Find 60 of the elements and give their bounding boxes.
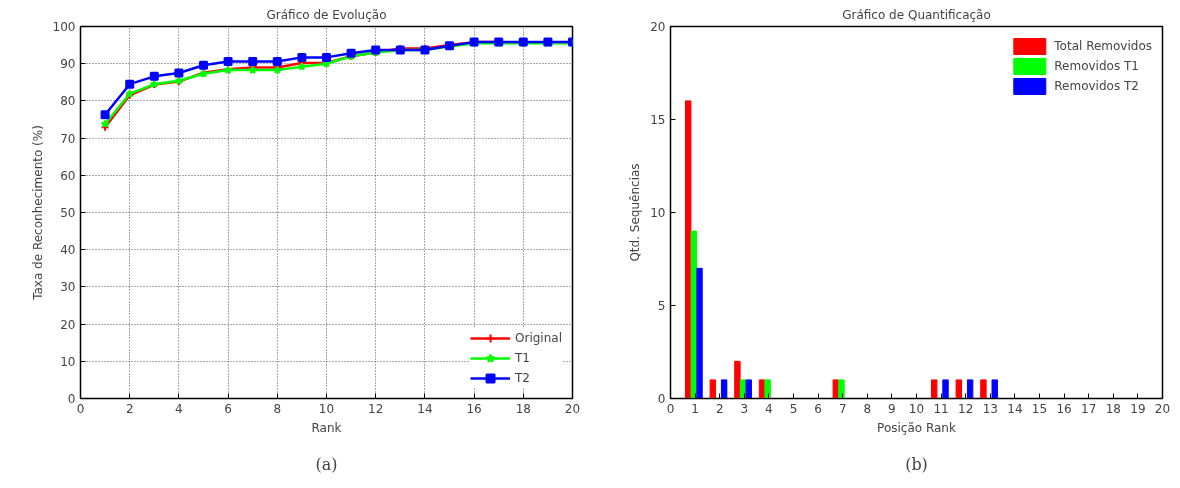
x-tick-label: 4 — [765, 401, 773, 416]
x-tick-label: 10 — [318, 401, 335, 416]
y-tick-label: 40 — [60, 243, 76, 258]
x-tick-label: 18 — [1105, 401, 1121, 416]
y-tick-label: 60 — [60, 168, 76, 183]
y-tick-label: 20 — [650, 20, 666, 34]
x-tick-label: 16 — [1056, 401, 1072, 416]
x-tick-label: 10 — [908, 401, 925, 416]
y-tick-label: 80 — [60, 94, 76, 109]
x-tick-label: 2 — [715, 401, 724, 416]
x-tick-label: 3 — [740, 401, 749, 416]
x-tick-label: 20 — [564, 401, 581, 416]
x-tick-label: 14 — [1007, 401, 1023, 416]
x-axis-title: Posição Rank — [877, 420, 956, 435]
legend-label: Removidos T2 — [1054, 79, 1139, 93]
x-tick-label: 14 — [417, 401, 433, 416]
x-axis-title: Rank — [311, 420, 342, 435]
x-tick-label: 17 — [1081, 401, 1097, 416]
chart-title: Gráfico de Quantificação — [842, 7, 991, 22]
x-tick-label: 13 — [982, 401, 998, 416]
y-tick-label: 70 — [60, 131, 76, 146]
y-tick-label: 15 — [650, 113, 666, 127]
text: (a) — [315, 454, 338, 474]
x-tick-label: 5 — [789, 401, 798, 416]
x-tick-label: 8 — [273, 401, 282, 416]
legend-label: Total Removidos — [1054, 39, 1152, 53]
x-tick-label: 11 — [933, 401, 949, 416]
x-tick-label: 12 — [958, 401, 974, 416]
x-tick-label: 20 — [1154, 401, 1171, 416]
y-tick-label: 5 — [657, 299, 666, 313]
x-tick-label: 2 — [125, 401, 134, 416]
legend-label: T1 — [515, 351, 531, 365]
y-tick-label: 10 — [60, 354, 76, 369]
legend-label: T2 — [515, 371, 531, 385]
y-tick-label: 10 — [650, 206, 666, 220]
x-tick-label: 18 — [515, 401, 531, 416]
chart-title: Gráfico de Evolução — [266, 7, 387, 22]
y-tick-label: 30 — [60, 280, 76, 295]
y-axis-title: Qtd. Sequências — [628, 163, 643, 262]
legend-label: Original — [515, 331, 562, 345]
x-tick-label: 8 — [863, 401, 872, 416]
x-tick-label: 7 — [838, 401, 847, 416]
y-tick-label: 0 — [657, 392, 666, 406]
x-tick-label: 16 — [466, 401, 482, 416]
y-tick-label: 0 — [67, 392, 76, 406]
y-tick-label: 20 — [60, 317, 76, 332]
x-tick-label: 12 — [368, 401, 384, 416]
x-tick-label: 6 — [224, 401, 232, 416]
legend-label: Removidos T1 — [1054, 59, 1139, 73]
x-tick-label: 1 — [691, 401, 699, 416]
y-axis-title: Taxa de Reconhecimento (%) — [30, 125, 45, 301]
x-tick-label: 6 — [814, 401, 822, 416]
x-tick-label: 9 — [888, 401, 896, 416]
x-tick-label: 19 — [1130, 401, 1146, 416]
x-tick-label: 4 — [175, 401, 183, 416]
x-tick-label: 15 — [1031, 401, 1048, 416]
y-tick-label: 50 — [60, 206, 76, 220]
y-tick-label: 90 — [60, 57, 76, 72]
text: (b) — [905, 454, 928, 474]
y-tick-label: 100 — [52, 20, 76, 34]
